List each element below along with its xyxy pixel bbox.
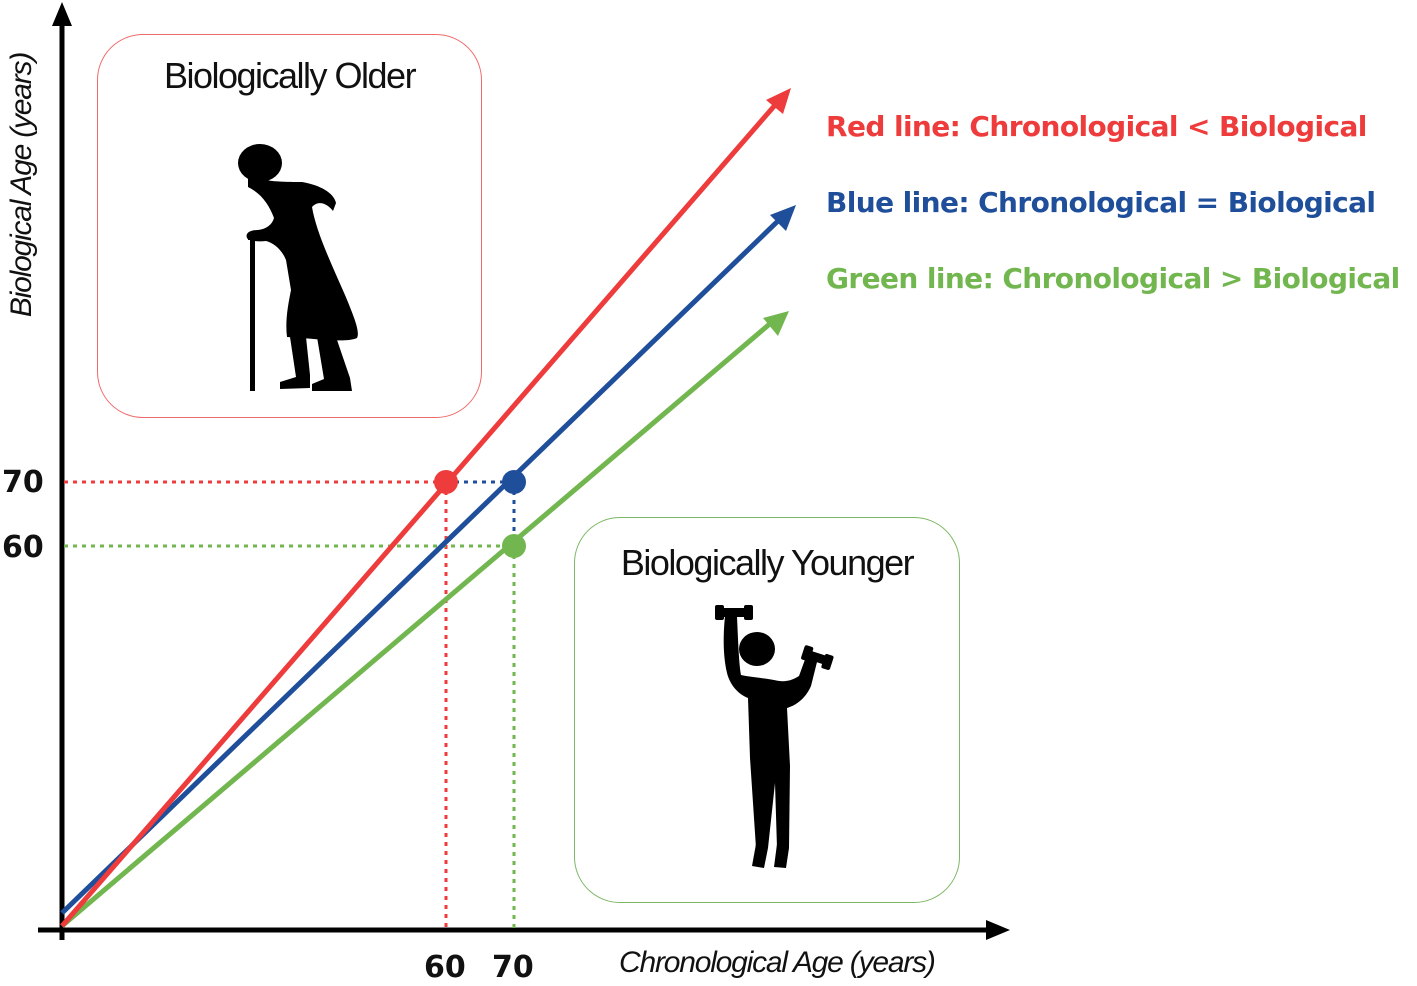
red-line-arrowhead (766, 88, 791, 114)
green-line (60, 320, 774, 928)
red-line (60, 102, 778, 928)
y-tick-label: 60 (2, 530, 44, 565)
y-axis-arrowhead (52, 2, 72, 26)
legend-blue: Blue line: Chronological = Biological (826, 186, 1376, 219)
blue-line (60, 217, 782, 915)
red-marker (434, 470, 458, 494)
x-axis-arrowhead (986, 920, 1010, 940)
green-marker (502, 534, 526, 558)
green-line-arrowhead (763, 311, 789, 336)
person-lifting-dumbbells-icon (715, 605, 834, 868)
x-tick-label: 70 (492, 950, 534, 985)
biologically-older-box: Biologically Older (97, 34, 482, 418)
biologically-younger-box: Biologically Younger (574, 517, 960, 903)
y-axis-title: Biological Age (years) (5, 52, 38, 318)
x-axis-title: Chronological Age (years) (619, 946, 936, 979)
blue-line-arrowhead (770, 205, 796, 231)
biologically-older-title: Biologically Older (163, 55, 417, 96)
x-tick-label: 60 (424, 950, 466, 985)
elderly-person-with-cane-icon (238, 144, 358, 391)
blue-marker (502, 470, 526, 494)
legend-red: Red line: Chronological < Biological (826, 110, 1367, 143)
legend-green: Green line: Chronological > Biological (826, 262, 1400, 295)
y-tick-label: 70 (2, 465, 44, 500)
biologically-younger-title: Biologically Younger (620, 542, 915, 583)
